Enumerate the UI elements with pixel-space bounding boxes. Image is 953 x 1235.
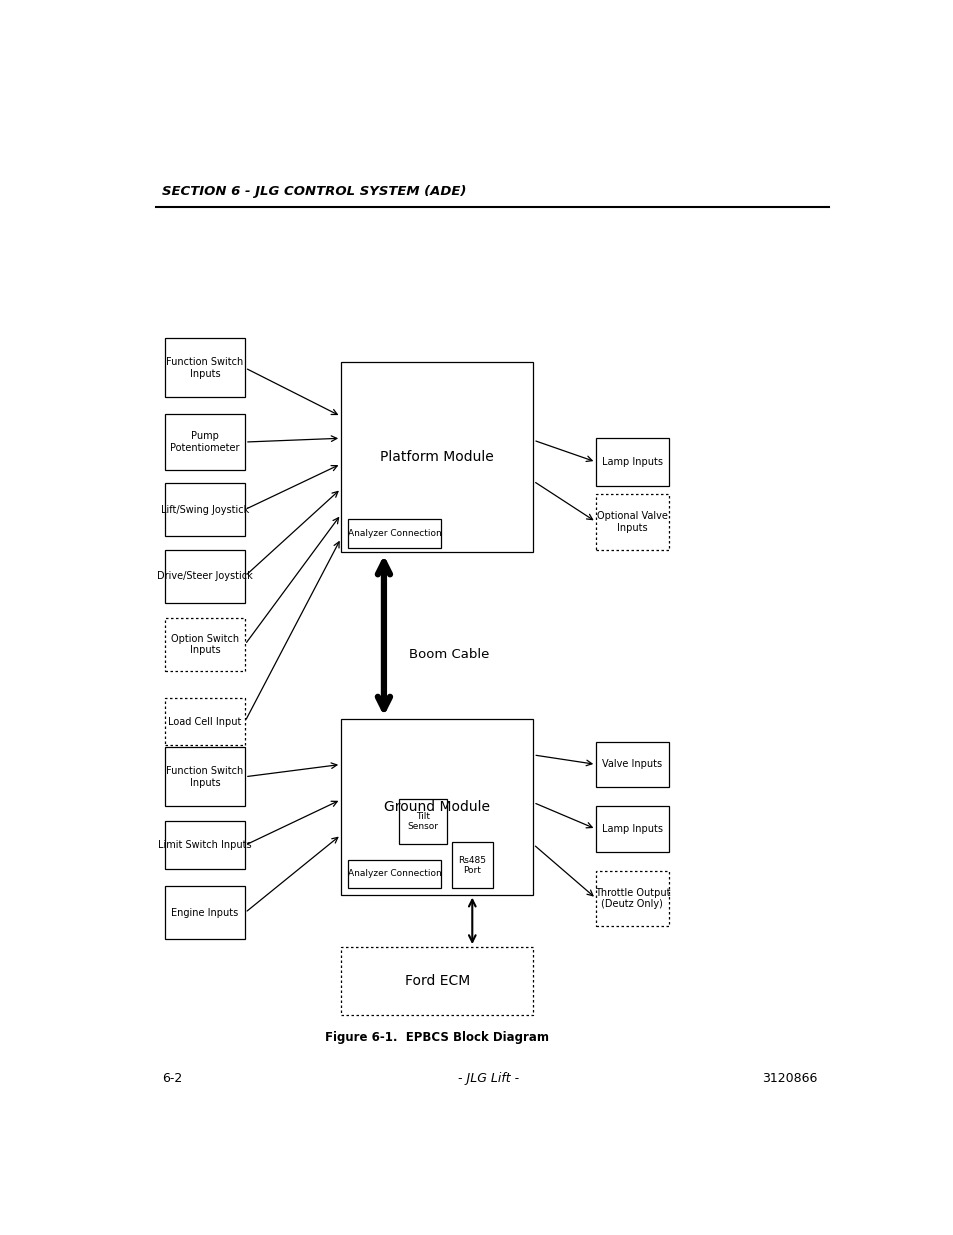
Bar bbox=[165, 550, 245, 603]
Bar bbox=[596, 741, 668, 787]
Bar bbox=[165, 698, 245, 746]
Text: Valve Inputs: Valve Inputs bbox=[601, 760, 661, 769]
Bar bbox=[596, 494, 668, 550]
Text: Tilt
Sensor: Tilt Sensor bbox=[407, 811, 437, 831]
Bar bbox=[165, 338, 245, 398]
Bar bbox=[348, 860, 440, 888]
Text: Figure 6-1.  EPBCS Block Diagram: Figure 6-1. EPBCS Block Diagram bbox=[325, 1031, 549, 1044]
Text: Load Cell Input: Load Cell Input bbox=[168, 716, 241, 726]
Text: Pump
Potentiometer: Pump Potentiometer bbox=[170, 431, 239, 453]
Bar bbox=[596, 806, 668, 852]
Bar bbox=[165, 747, 245, 806]
Bar bbox=[452, 842, 492, 888]
Text: Lift/Swing Joystick: Lift/Swing Joystick bbox=[161, 505, 249, 515]
Bar bbox=[398, 799, 446, 845]
Bar bbox=[165, 887, 245, 940]
Bar bbox=[341, 362, 533, 552]
Bar bbox=[341, 719, 533, 894]
Text: Throttle Output
(Deutz Only): Throttle Output (Deutz Only) bbox=[594, 888, 669, 909]
Bar bbox=[596, 438, 668, 485]
Text: Function Switch
Inputs: Function Switch Inputs bbox=[166, 766, 243, 788]
Text: SECTION 6 - JLG CONTROL SYSTEM (ADE): SECTION 6 - JLG CONTROL SYSTEM (ADE) bbox=[162, 185, 466, 198]
Bar bbox=[165, 821, 245, 869]
Text: Drive/Steer Joystick: Drive/Steer Joystick bbox=[157, 571, 253, 582]
Bar bbox=[165, 618, 245, 672]
Text: Ford ECM: Ford ECM bbox=[404, 974, 469, 988]
Text: Lamp Inputs: Lamp Inputs bbox=[601, 824, 662, 834]
Bar bbox=[165, 483, 245, 536]
Text: Lamp Inputs: Lamp Inputs bbox=[601, 457, 662, 467]
Text: Analyzer Connection: Analyzer Connection bbox=[348, 529, 441, 537]
Text: 6-2: 6-2 bbox=[162, 1072, 182, 1084]
Bar bbox=[341, 947, 533, 1015]
Text: Analyzer Connection: Analyzer Connection bbox=[348, 869, 441, 878]
Text: Option Switch
Inputs: Option Switch Inputs bbox=[171, 634, 239, 656]
Text: 3120866: 3120866 bbox=[761, 1072, 817, 1084]
Text: Rs485
Port: Rs485 Port bbox=[457, 856, 486, 874]
Text: Optional Valve
Inputs: Optional Valve Inputs bbox=[597, 511, 667, 532]
Text: Ground Module: Ground Module bbox=[384, 800, 490, 814]
Text: Limit Switch Inputs: Limit Switch Inputs bbox=[158, 840, 252, 850]
Text: Boom Cable: Boom Cable bbox=[409, 647, 489, 661]
Bar bbox=[348, 519, 440, 547]
Text: Platform Module: Platform Module bbox=[380, 451, 494, 464]
Bar bbox=[165, 415, 245, 469]
Text: Function Switch
Inputs: Function Switch Inputs bbox=[166, 357, 243, 379]
Text: Engine Inputs: Engine Inputs bbox=[172, 908, 238, 918]
Text: - JLG Lift -: - JLG Lift - bbox=[457, 1072, 519, 1084]
Bar bbox=[596, 871, 668, 926]
